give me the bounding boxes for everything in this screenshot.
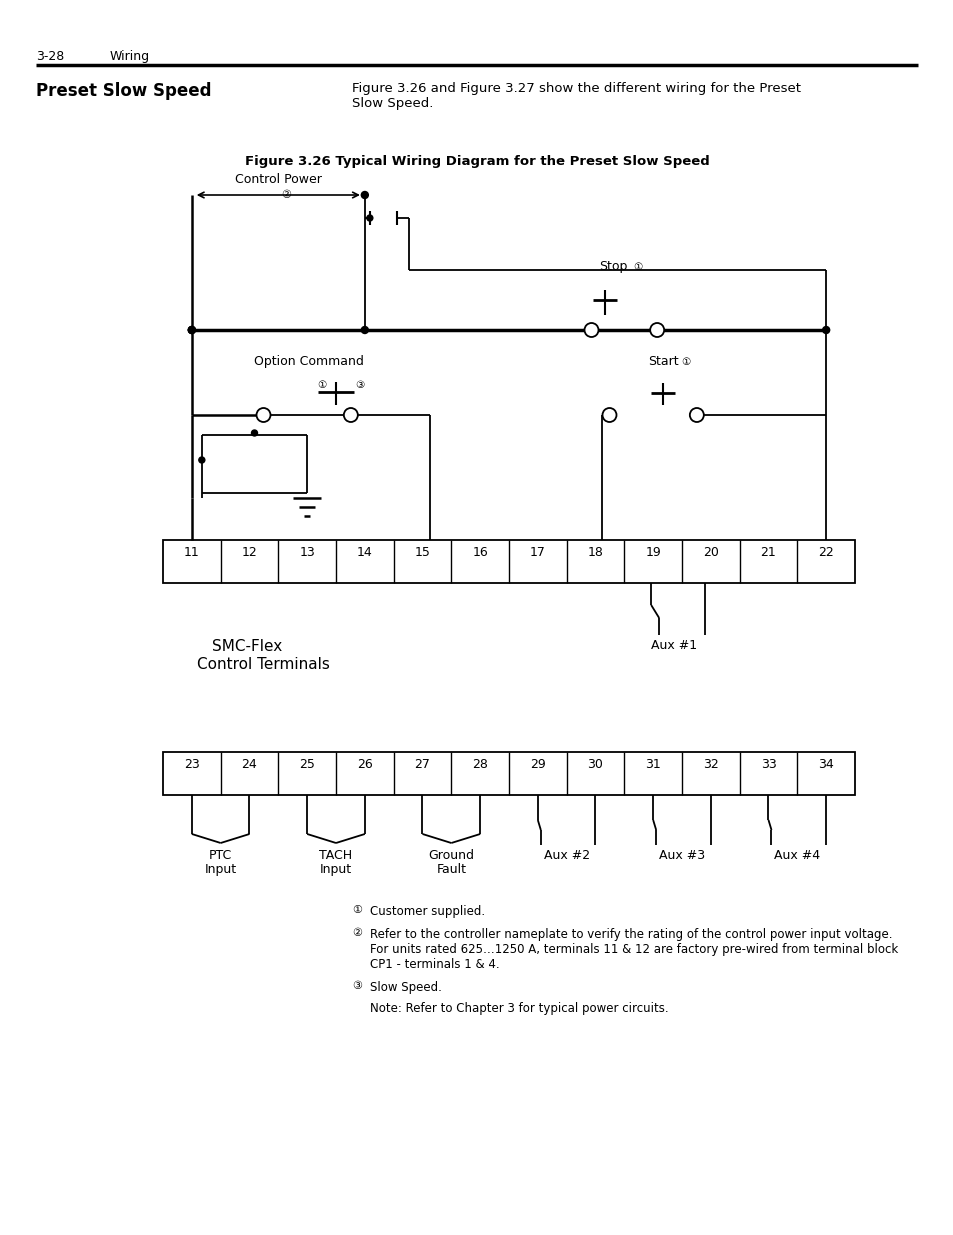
Circle shape (343, 408, 357, 422)
Circle shape (256, 408, 271, 422)
Text: 31: 31 (644, 758, 660, 771)
Text: Aux #2: Aux #2 (543, 848, 589, 862)
Text: ②: ② (281, 190, 291, 200)
Text: 21: 21 (760, 546, 776, 559)
Text: 3-28: 3-28 (36, 49, 64, 63)
Text: Aux #4: Aux #4 (774, 848, 820, 862)
Text: 33: 33 (760, 758, 776, 771)
Circle shape (252, 430, 257, 436)
Text: ③: ③ (352, 981, 361, 990)
Text: 24: 24 (241, 758, 257, 771)
Bar (163, 752, 854, 795)
Text: Refer to the controller nameplate to verify the rating of the control power inpu: Refer to the controller nameplate to ver… (370, 927, 898, 971)
Circle shape (367, 215, 373, 221)
Text: 20: 20 (702, 546, 718, 559)
Text: 16: 16 (472, 546, 488, 559)
Circle shape (188, 326, 195, 333)
Text: Preset Slow Speed: Preset Slow Speed (36, 82, 212, 100)
Bar (163, 540, 854, 583)
Text: ①: ① (316, 380, 326, 390)
Text: Control Power: Control Power (234, 173, 321, 186)
Circle shape (602, 408, 616, 422)
Text: Figure 3.26 and Figure 3.27 show the different wiring for the Preset
Slow Speed.: Figure 3.26 and Figure 3.27 show the dif… (352, 82, 801, 110)
Text: Ground: Ground (428, 848, 474, 862)
Text: 11: 11 (184, 546, 199, 559)
Text: 28: 28 (472, 758, 488, 771)
Text: 12: 12 (241, 546, 257, 559)
Circle shape (198, 457, 205, 463)
Text: 23: 23 (184, 758, 199, 771)
Text: 34: 34 (818, 758, 833, 771)
Circle shape (188, 326, 195, 333)
Text: Input: Input (319, 863, 352, 876)
Text: SMC-Flex: SMC-Flex (212, 638, 282, 655)
Text: 27: 27 (415, 758, 430, 771)
Text: ③: ③ (355, 380, 364, 390)
Text: 32: 32 (702, 758, 718, 771)
Text: Input: Input (204, 863, 236, 876)
Circle shape (650, 324, 663, 337)
Text: Figure 3.26 Typical Wiring Diagram for the Preset Slow Speed: Figure 3.26 Typical Wiring Diagram for t… (244, 156, 709, 168)
Circle shape (361, 191, 368, 199)
Text: 14: 14 (356, 546, 373, 559)
Text: ②: ② (352, 927, 361, 939)
Text: 22: 22 (818, 546, 833, 559)
Text: 26: 26 (356, 758, 373, 771)
Text: Stop: Stop (598, 261, 627, 273)
Text: 25: 25 (299, 758, 314, 771)
Text: Note: Refer to Chapter 3 for typical power circuits.: Note: Refer to Chapter 3 for typical pow… (370, 1002, 668, 1015)
Text: 18: 18 (587, 546, 603, 559)
Text: Aux #3: Aux #3 (659, 848, 704, 862)
Text: Control Terminals: Control Terminals (196, 657, 330, 672)
Text: Option Command: Option Command (254, 354, 364, 368)
Circle shape (584, 324, 598, 337)
Text: 29: 29 (530, 758, 545, 771)
Text: Start: Start (647, 354, 679, 368)
Text: 19: 19 (644, 546, 660, 559)
Circle shape (689, 408, 703, 422)
Text: Fault: Fault (436, 863, 466, 876)
Circle shape (821, 326, 829, 333)
Text: PTC: PTC (209, 848, 232, 862)
Text: Slow Speed.: Slow Speed. (370, 981, 441, 994)
Text: 17: 17 (529, 546, 545, 559)
Text: 13: 13 (299, 546, 314, 559)
Circle shape (361, 326, 368, 333)
Text: 15: 15 (415, 546, 430, 559)
Text: 30: 30 (587, 758, 603, 771)
Text: Wiring: Wiring (110, 49, 150, 63)
Text: Aux #1: Aux #1 (651, 638, 697, 652)
Text: ①: ① (352, 905, 361, 915)
Text: ①: ① (680, 357, 690, 367)
Text: Customer supplied.: Customer supplied. (370, 905, 485, 918)
Text: ①: ① (633, 262, 642, 272)
Circle shape (188, 326, 195, 333)
Text: TACH: TACH (319, 848, 353, 862)
